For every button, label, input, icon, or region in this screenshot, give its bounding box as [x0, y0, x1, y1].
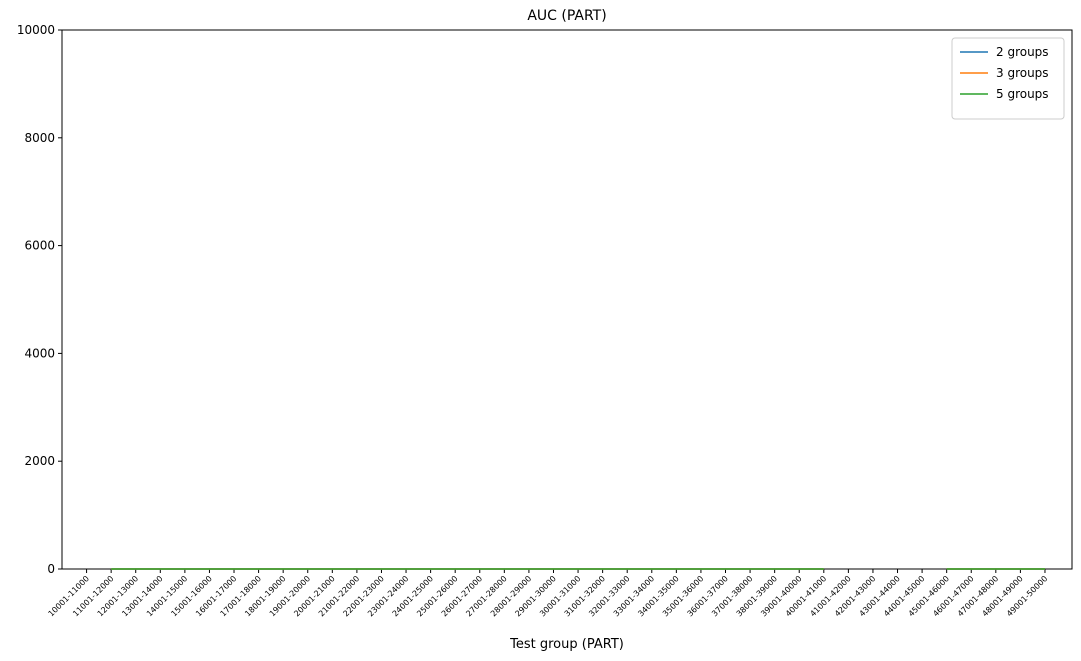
legend-box	[951, 37, 1065, 120]
plot-area	[61, 29, 1073, 570]
y-tick-label: 6000	[24, 239, 55, 253]
y-tick-label: 10000	[17, 23, 55, 37]
y-tick-label: 0	[47, 562, 55, 576]
y-tick-label: 4000	[24, 346, 55, 360]
y-tick-label: 2000	[24, 454, 55, 468]
legend-label: 2 groups	[996, 45, 1049, 59]
legend-label: 5 groups	[996, 87, 1049, 101]
legend-label: 3 groups	[996, 66, 1049, 80]
y-tick-label: 8000	[24, 131, 55, 145]
x-axis-label: Test group (PART)	[509, 637, 624, 652]
x-tick-label: 10001-11000	[47, 574, 91, 618]
chart-title: AUC (PART)	[527, 8, 606, 24]
